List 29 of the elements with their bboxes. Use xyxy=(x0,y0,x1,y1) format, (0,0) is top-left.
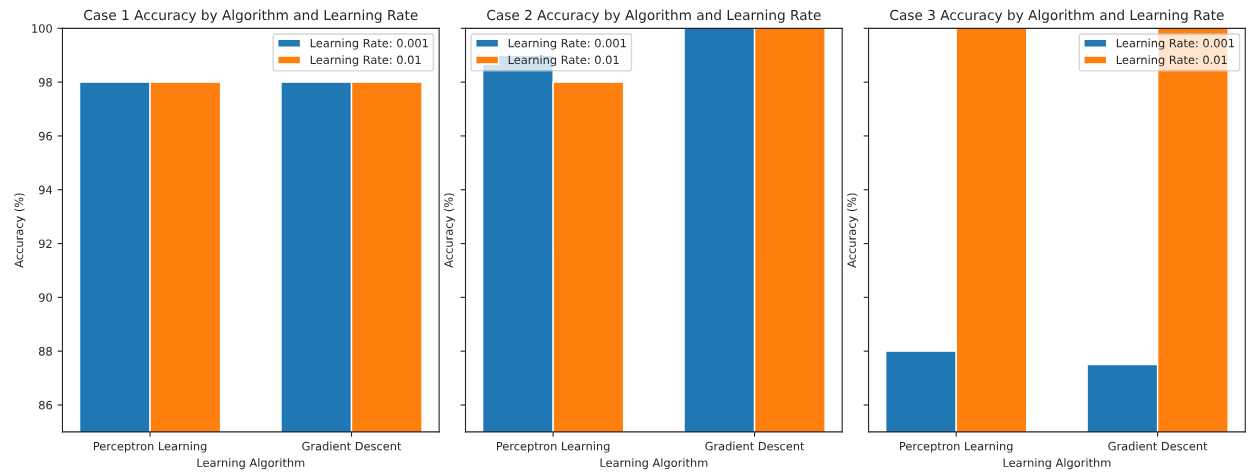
y-tick-label: 96 xyxy=(38,131,53,141)
y-tick-label: 92 xyxy=(38,239,52,249)
y-axis-title: Accuracy (%) xyxy=(847,193,859,268)
y-tick-label: 100 xyxy=(32,24,52,33)
y-axis-title: Accuracy (%) xyxy=(14,193,26,268)
chart-title: Case 2 Accuracy by Algorithm and Learning Rate xyxy=(487,9,821,23)
x-tick-label: Gradient Descent xyxy=(1108,441,1208,451)
y-tick-label: 98 xyxy=(38,78,52,87)
y-tick-label: 88 xyxy=(39,347,52,356)
legend-label: Learning Rate: 0.001 xyxy=(310,38,428,50)
legend-label: Learning Rate: 0.001 xyxy=(508,38,626,50)
x-tick-label: Gradient Descent xyxy=(302,441,402,451)
x-tick-label: Perceptron Learning xyxy=(496,441,610,453)
legend-label: Learning Rate: 0.01 xyxy=(1116,55,1227,67)
y-tick-label: 90 xyxy=(38,293,52,302)
x-tick-label: Perceptron Learning xyxy=(93,441,207,453)
y-tick-label: 86 xyxy=(39,400,53,410)
y-tick-label: 94 xyxy=(38,185,53,195)
chart-title: Case 3 Accuracy by Algorithm and Learning Rate xyxy=(890,9,1224,23)
legend-label: Learning Rate: 0.01 xyxy=(310,55,421,67)
y-axis-title: Accuracy (%) xyxy=(444,193,456,268)
x-axis-title: Learning Algorithm xyxy=(197,458,305,470)
x-axis-title: Learning Algorithm xyxy=(1003,458,1111,470)
x-axis-title: Learning Algorithm xyxy=(600,458,708,470)
legend-label: Learning Rate: 0.001 xyxy=(1116,38,1234,50)
x-tick-label: Perceptron Learning xyxy=(900,441,1013,453)
chart-title: Case 1 Accuracy by Algorithm and Learning Rate xyxy=(84,9,418,23)
x-tick-label: Gradient Descent xyxy=(705,441,805,451)
legend-label: Learning Rate: 0.01 xyxy=(508,55,619,67)
